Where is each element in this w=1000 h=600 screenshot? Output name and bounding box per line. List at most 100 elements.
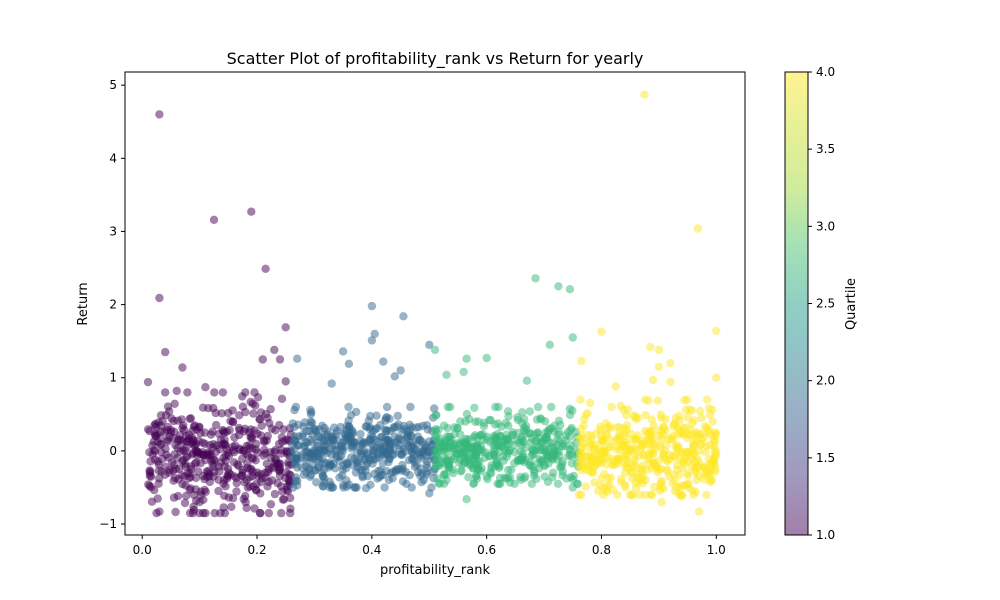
scatter-point-q4	[646, 342, 655, 352]
scatter-point-q2	[361, 484, 371, 493]
scatter-point-q4	[688, 419, 697, 428]
scatter-point-q2	[407, 423, 416, 432]
scatter-point-q2	[327, 379, 336, 388]
scatter-point-q2	[367, 301, 377, 311]
chart-title: Scatter Plot of profitability_rank vs Re…	[227, 49, 644, 69]
scatter-point-q1	[277, 394, 287, 403]
scatter-point-q1	[286, 504, 295, 513]
scatter-point-q1	[217, 440, 226, 449]
scatter-point-q3	[431, 452, 441, 461]
scatter-point-q3	[520, 457, 529, 467]
scatter-point-q1	[181, 481, 190, 490]
scatter-point-q2	[305, 426, 314, 436]
scatter-point-q3	[495, 479, 505, 488]
scatter-point-q1	[275, 420, 284, 430]
scatter-point-q4	[634, 451, 643, 460]
scatter-point-q1	[144, 480, 153, 489]
scatter-point-q1	[206, 451, 216, 460]
scatter-point-q4	[655, 486, 664, 495]
scatter-point-q2	[357, 440, 366, 449]
scatter-point-q2	[430, 404, 439, 413]
scatter-point-q1	[220, 491, 229, 500]
scatter-point-q3	[533, 402, 543, 412]
scatter-point-q3	[504, 465, 513, 475]
x-tick-label: 0.6	[477, 543, 496, 557]
scatter-point-q3	[430, 345, 440, 355]
scatter-point-q4	[629, 490, 638, 499]
scatter-point-q1	[180, 425, 189, 435]
scatter-point-q2	[293, 481, 302, 490]
scatter-point-q2	[313, 438, 322, 447]
scatter-point-q1	[155, 293, 164, 303]
scatter-point-q4	[680, 428, 689, 437]
scatter-point-q2	[377, 432, 387, 442]
scatter-point-q2	[361, 422, 370, 431]
scatter-point-q4	[647, 464, 656, 473]
scatter-point-q2	[365, 435, 375, 444]
scatter-point-q4	[672, 460, 682, 470]
scatter-point-q3	[450, 423, 459, 432]
scatter-point-q1	[153, 494, 162, 503]
scatter-point-q1	[242, 475, 251, 485]
scatter-point-q2	[379, 357, 388, 366]
y-tick-label: 5	[109, 78, 117, 92]
scatter-point-q1	[262, 459, 272, 468]
scatter-point-q1	[163, 402, 173, 411]
scatter-point-q2	[393, 411, 402, 421]
scatter-point-q3	[464, 473, 473, 482]
scatter-point-q1	[199, 471, 208, 481]
scatter-point-q3	[525, 407, 534, 416]
scatter-point-q2	[406, 402, 415, 412]
scatter-point-q1	[206, 430, 216, 439]
x-tick-label: 0.4	[362, 543, 381, 557]
scatter-point-q3	[565, 285, 575, 294]
scatter-point-q4	[693, 224, 703, 233]
scatter-point-q2	[414, 447, 424, 457]
scatter-point-q2	[382, 466, 391, 476]
scatter-point-q4	[579, 421, 588, 430]
scatter-point-q4	[600, 469, 609, 478]
scatter-point-q2	[369, 443, 378, 452]
scatter-point-q3	[568, 406, 577, 415]
scatter-point-q4	[620, 468, 630, 478]
scatter-point-q4	[656, 443, 665, 452]
scatter-point-q3	[495, 461, 504, 471]
scatter-point-q1	[228, 406, 237, 415]
scatter-point-q4	[684, 479, 693, 489]
scatter-point-q1	[170, 450, 179, 459]
scatter-point-q2	[325, 483, 335, 492]
scatter-point-q3	[553, 479, 563, 488]
scatter-point-q4	[694, 429, 703, 438]
scatter-point-q2	[358, 471, 367, 481]
scatter-point-q2	[318, 471, 328, 480]
scatter-point-q4	[703, 395, 712, 404]
scatter-point-q4	[712, 373, 721, 382]
scatter-point-q3	[474, 417, 483, 426]
scatter-point-q4	[697, 440, 706, 449]
scatter-point-q1	[250, 504, 259, 513]
scatter-point-q3	[460, 447, 469, 456]
scatter-point-q1	[245, 465, 255, 474]
scatter-point-q4	[653, 396, 663, 405]
scatter-point-q3	[554, 282, 563, 291]
scatter-point-q3	[443, 442, 452, 452]
scatter-point-q2	[337, 442, 346, 451]
scatter-point-q1	[286, 493, 295, 503]
colorbar-tick-label: 1.5	[816, 451, 835, 465]
scatter-point-q3	[543, 452, 552, 461]
scatter-point-q1	[163, 437, 172, 446]
scatter-point-q1	[201, 508, 210, 518]
scatter-point-q1	[253, 393, 263, 402]
scatter-point-q2	[408, 438, 418, 447]
scatter-point-q4	[702, 490, 711, 499]
scatter-point-q2	[314, 463, 323, 472]
scatter-point-q1	[258, 355, 267, 364]
scatter-point-q3	[568, 483, 577, 492]
scatter-point-q1	[270, 345, 279, 355]
scatter-point-q3	[502, 452, 512, 461]
scatter-point-q4	[695, 406, 705, 416]
scatter-point-q4	[635, 490, 644, 499]
scatter-point-q1	[271, 455, 281, 464]
scatter-point-q3	[522, 425, 531, 434]
scatter-point-q3	[439, 421, 449, 430]
